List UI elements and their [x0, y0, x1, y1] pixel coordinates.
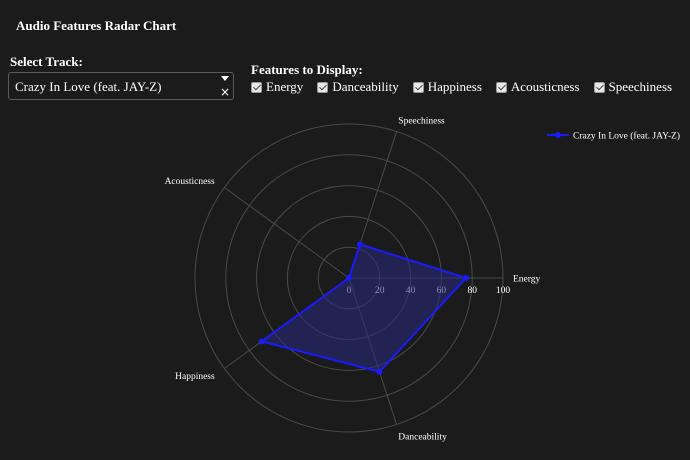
energy-checkbox[interactable] [251, 81, 262, 93]
radial-tick-label: 80 [467, 286, 477, 296]
track-select-value: Crazy In Love (feat. JAY-Z) [15, 79, 162, 94]
radar-axis-label: Danceability [398, 432, 447, 442]
radar-spoke [224, 187, 350, 279]
legend-marker [555, 132, 561, 138]
feature-label: Danceability [332, 79, 399, 94]
legend-label: Crazy In Love (feat. JAY-Z) [573, 131, 680, 142]
speechiness-checkbox[interactable] [593, 81, 605, 93]
feature-option-danceability[interactable]: Danceability [317, 79, 399, 95]
radar-axis-label: Happiness [175, 372, 215, 382]
happiness-checkbox[interactable] [412, 81, 424, 93]
feature-label: Acousticness [510, 79, 580, 94]
acousticness-checkbox[interactable] [495, 81, 507, 93]
track-select[interactable]: Crazy In Love (feat. JAY-Z) × [8, 72, 234, 100]
feature-label: Speechiness [608, 79, 673, 94]
feature-option-acousticness[interactable]: Acousticness [495, 79, 580, 95]
clear-icon[interactable]: × [219, 85, 230, 99]
feature-label: Energy [266, 79, 304, 94]
radial-tick-label: 100 [496, 286, 511, 296]
chevron-down-icon[interactable] [221, 76, 229, 81]
radar-data-point [346, 275, 352, 281]
danceability-checkbox[interactable] [317, 81, 329, 93]
radar-data-point [376, 368, 383, 375]
radar-axis-label: Acousticness [165, 177, 215, 187]
features-checklist: Energy Danceability Happiness Acousticne… [251, 79, 686, 95]
app-title: Audio Features Radar Chart [16, 18, 177, 33]
track-select-label: Select Track: [10, 54, 83, 69]
feature-label: Happiness [427, 79, 482, 94]
feature-option-happiness[interactable]: Happiness [412, 79, 482, 95]
radar-axis-label: Energy [513, 275, 541, 285]
radar-data-point [258, 338, 265, 345]
radar-data-point [463, 275, 470, 281]
feature-option-speechiness[interactable]: Speechiness [593, 79, 673, 95]
radar-axis-label: Speechiness [398, 117, 445, 127]
radar-series-area [260, 243, 468, 373]
feature-option-energy[interactable]: Energy [251, 79, 303, 95]
radar-data-point [356, 241, 363, 248]
features-label: Features to Display: [251, 62, 363, 77]
